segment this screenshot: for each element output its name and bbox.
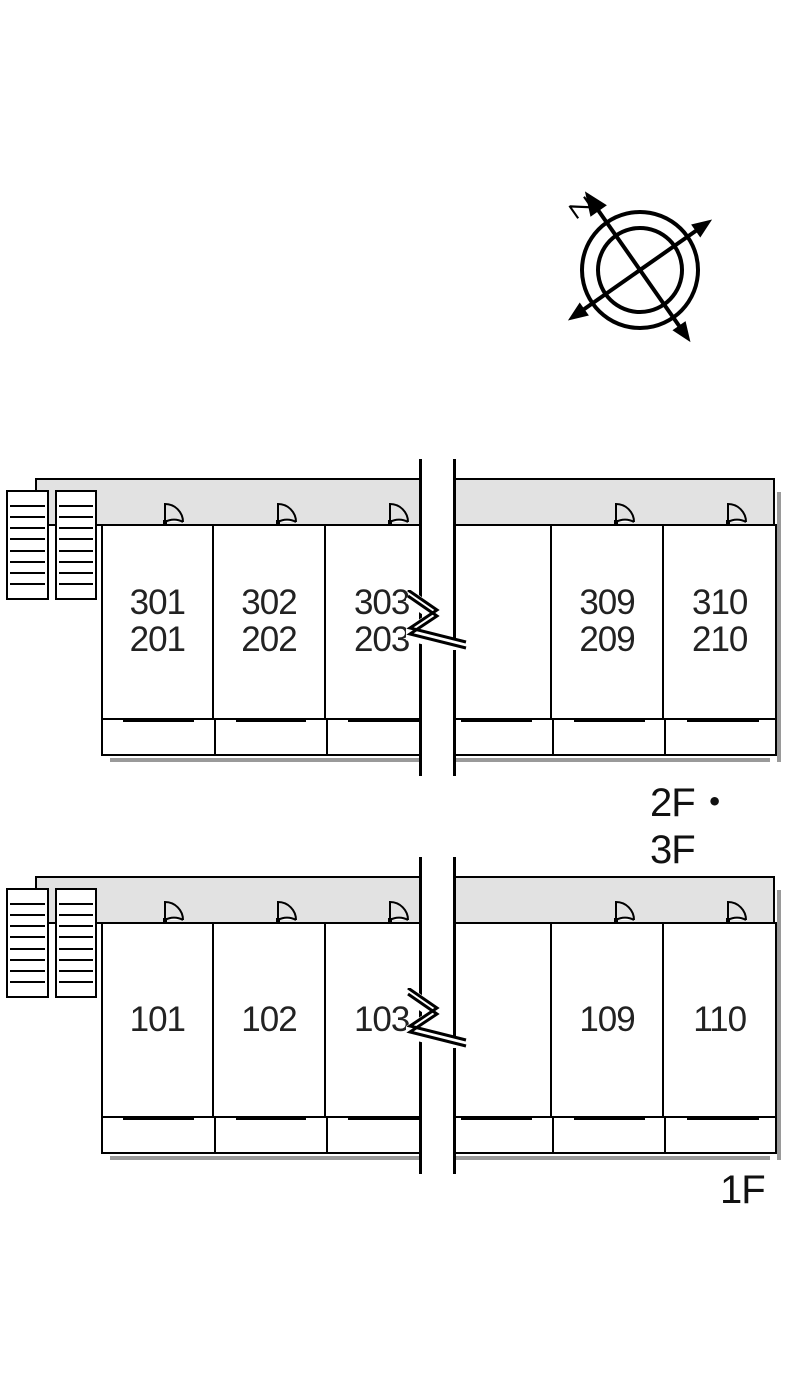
unit: 302202 xyxy=(214,524,327,720)
break-line xyxy=(419,459,422,776)
door-icon xyxy=(388,498,414,524)
balcony-cell xyxy=(441,720,554,754)
svg-text:Z: Z xyxy=(563,191,598,223)
unit-number: 109 xyxy=(579,1002,634,1039)
door-icon xyxy=(614,498,640,524)
unit-number: 310 xyxy=(692,585,747,622)
balcony-cell xyxy=(216,1118,329,1152)
unit: 309209 xyxy=(552,524,665,720)
break-line xyxy=(453,857,456,1174)
unit-number: 301 xyxy=(130,585,185,622)
unit-number: 202 xyxy=(241,622,296,659)
unit: 102 xyxy=(214,922,327,1118)
floor-label: 1F xyxy=(720,1168,765,1213)
stairs xyxy=(6,490,101,600)
unit-number: 309 xyxy=(579,585,634,622)
unit-number: 201 xyxy=(130,622,185,659)
unit: 301201 xyxy=(101,524,214,720)
door-icon xyxy=(276,896,302,922)
compass: Z xyxy=(530,170,730,370)
unit: 109 xyxy=(552,922,665,1118)
break-line xyxy=(453,459,456,776)
break-line xyxy=(419,857,422,1174)
unit-number: 203 xyxy=(354,622,409,659)
unit-number: 101 xyxy=(130,1002,185,1039)
unit-number: 102 xyxy=(241,1002,296,1039)
unit-number: 303 xyxy=(354,585,409,622)
balcony-cell xyxy=(103,720,216,754)
break-mask xyxy=(420,857,454,1174)
balcony-cell xyxy=(216,720,329,754)
unit: 101 xyxy=(101,922,214,1118)
unit-number: 302 xyxy=(241,585,296,622)
door-icon xyxy=(276,498,302,524)
balcony-cell xyxy=(666,720,779,754)
door-icon xyxy=(163,498,189,524)
balcony-cell xyxy=(666,1118,779,1152)
unit-number: 209 xyxy=(579,622,634,659)
door-icon xyxy=(726,896,752,922)
door-icon xyxy=(726,498,752,524)
unit-number: 210 xyxy=(692,622,747,659)
unit-number: 103 xyxy=(354,1002,409,1039)
balcony-cell xyxy=(554,720,667,754)
unit: 310210 xyxy=(664,524,777,720)
door-icon xyxy=(163,896,189,922)
balcony-cell xyxy=(554,1118,667,1152)
balcony-cell xyxy=(103,1118,216,1152)
break-mask xyxy=(420,459,454,776)
door-icon xyxy=(614,896,640,922)
unit-number: 110 xyxy=(693,1002,746,1039)
unit: 110 xyxy=(664,922,777,1118)
floor-label: 2F・3F xyxy=(650,770,734,873)
stairs xyxy=(6,888,101,998)
door-icon xyxy=(388,896,414,922)
balcony-cell xyxy=(441,1118,554,1152)
